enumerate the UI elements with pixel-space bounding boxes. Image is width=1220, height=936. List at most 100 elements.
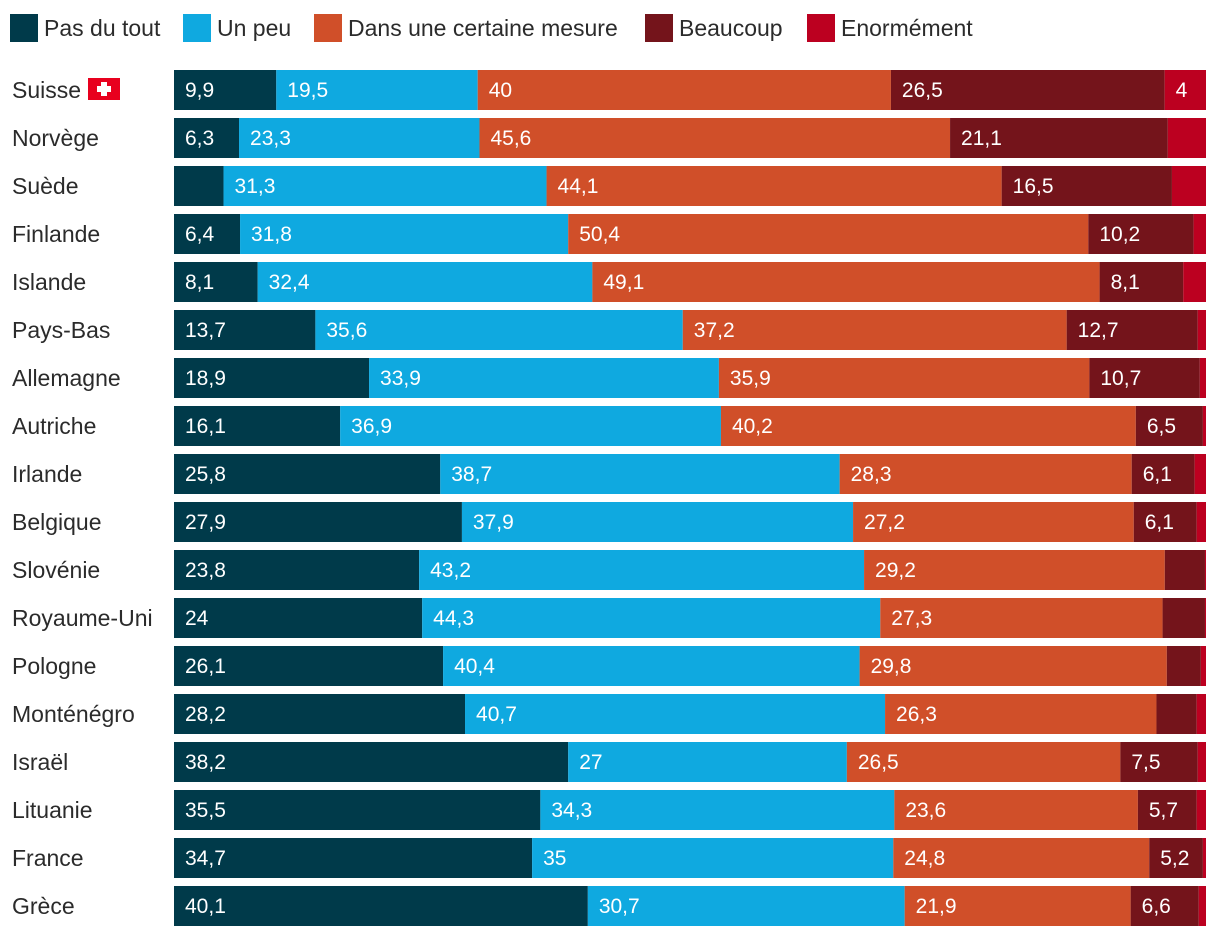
data-label: 8,1 xyxy=(185,271,214,294)
bar-segment-enormement xyxy=(1193,214,1206,254)
bar-segment-pas-du-tout xyxy=(174,502,462,542)
bar-segment-pas-du-tout xyxy=(174,454,441,494)
bar-segment-un-peu xyxy=(369,358,719,398)
bar-segment-dans-une-certaine-mesure xyxy=(904,886,1131,926)
data-label: 31,8 xyxy=(251,223,292,246)
data-label: 26,5 xyxy=(902,79,943,102)
bar-segment-enormement xyxy=(1167,118,1206,158)
data-label: 38,7 xyxy=(451,463,492,486)
bar-segment-beaucoup xyxy=(1099,262,1184,302)
data-label: 44,1 xyxy=(558,175,599,198)
country-label: Islande xyxy=(12,269,86,295)
bar-segment-enormement xyxy=(1171,166,1206,206)
data-label: 49,1 xyxy=(603,271,644,294)
data-label: 27 xyxy=(579,751,602,774)
legend-item-dans-une-certaine-mesure: Dans une certaine mesure xyxy=(314,14,618,42)
bar-segment-beaucoup xyxy=(1131,454,1195,494)
bar-segment-beaucoup xyxy=(1066,310,1198,350)
data-label: 27,2 xyxy=(864,511,905,534)
bar-segment-dans-une-certaine-mesure xyxy=(853,502,1134,542)
legend-item-beaucoup: Beaucoup xyxy=(645,14,783,42)
data-label: 31,3 xyxy=(235,175,276,198)
data-label: 44,3 xyxy=(433,607,474,630)
data-label: 10,7 xyxy=(1100,367,1141,390)
data-label: 10,2 xyxy=(1099,223,1140,246)
bar-segment-beaucoup xyxy=(1166,646,1201,686)
bar-segment-un-peu xyxy=(532,838,894,878)
bar-segment-beaucoup xyxy=(1137,790,1197,830)
legend-label: Beaucoup xyxy=(679,15,783,41)
data-label: 29,2 xyxy=(875,559,916,582)
legend-item-un-peu: Un peu xyxy=(183,14,291,42)
country-label: Lituanie xyxy=(12,797,93,823)
bar-segment-pas-du-tout xyxy=(174,214,241,254)
bar-row-islande: Islande 8,1 32,4 49,1 8,1 xyxy=(12,262,1206,302)
data-label: 6,3 xyxy=(185,127,214,150)
bar-segment-pas-du-tout xyxy=(174,838,533,878)
data-label: 40,7 xyxy=(476,703,517,726)
data-label: 34,3 xyxy=(551,799,592,822)
bar-row-pologne: Pologne 26,1 40,4 29,8 xyxy=(12,646,1206,686)
bar-segment-beaucoup xyxy=(1156,694,1197,734)
bar-row-france: France 34,7 35 24,8 5,2 xyxy=(12,838,1206,878)
data-label: 5,7 xyxy=(1149,799,1178,822)
country-label: Grèce xyxy=(12,893,75,919)
country-label: Norvège xyxy=(12,125,99,151)
data-label: 7,5 xyxy=(1131,751,1160,774)
bar-segment-enormement xyxy=(1196,502,1206,542)
data-label: 36,9 xyxy=(351,415,392,438)
data-label: 21,1 xyxy=(961,127,1002,150)
bar-segment-un-peu xyxy=(540,790,895,830)
legend-item-enormement: Enormément xyxy=(807,14,973,42)
legend-swatch xyxy=(183,14,211,42)
bar-segment-pas-du-tout xyxy=(174,358,370,398)
data-label: 35,5 xyxy=(185,799,226,822)
bar-segment-dans-une-certaine-mesure xyxy=(846,742,1121,782)
bar-segment-enormement xyxy=(1202,838,1206,878)
bar-segment-pas-du-tout xyxy=(174,694,466,734)
bar-segment-enormement xyxy=(1164,70,1206,110)
data-label: 35,9 xyxy=(730,367,771,390)
chart-rows: Suisse 9,9 19,5 40 26,5 4 Norvège 6,3 23,3 45,6 21… xyxy=(12,70,1206,926)
data-label: 6,6 xyxy=(1142,895,1171,918)
data-label: 5,2 xyxy=(1160,847,1189,870)
data-label: 40,4 xyxy=(454,655,495,678)
bar-segment-pas-du-tout xyxy=(174,166,224,206)
data-label: 45,6 xyxy=(490,127,531,150)
bar-row-montenegro: Monténégro 28,2 40,7 26,3 xyxy=(12,694,1206,734)
legend-item-pas-du-tout: Pas du tout xyxy=(10,14,161,42)
legend: Pas du tout Un peu Dans une certaine mesur… xyxy=(10,14,973,42)
bar-segment-pas-du-tout xyxy=(174,598,423,638)
data-label: 40,1 xyxy=(185,895,226,918)
data-label: 25,8 xyxy=(185,463,226,486)
bar-segment-dans-une-certaine-mesure xyxy=(885,694,1157,734)
country-label: Autriche xyxy=(12,413,96,439)
data-label: 23,6 xyxy=(905,799,946,822)
data-label: 32,4 xyxy=(269,271,310,294)
bar-segment-enormement xyxy=(1202,406,1206,446)
bar-segment-enormement xyxy=(1199,358,1206,398)
legend-label: Enormément xyxy=(841,15,973,41)
bar-segment-un-peu xyxy=(419,550,865,590)
bar-row-norvege: Norvège 6,3 23,3 45,6 21,1 xyxy=(12,118,1206,158)
legend-label: Dans une certaine mesure xyxy=(348,15,618,41)
data-label: 9,9 xyxy=(185,79,214,102)
bar-segment-un-peu xyxy=(340,406,721,446)
bar-segment-enormement xyxy=(1197,310,1206,350)
bar-segment-dans-une-certaine-mesure xyxy=(839,454,1132,494)
bar-segment-enormement xyxy=(1200,646,1206,686)
bar-segment-pas-du-tout xyxy=(174,886,588,926)
bar-segment-pas-du-tout xyxy=(174,790,541,830)
legend-swatch xyxy=(807,14,835,42)
data-label: 33,9 xyxy=(380,367,421,390)
bar-segment-un-peu xyxy=(440,454,840,494)
data-label: 37,9 xyxy=(473,511,514,534)
bar-segment-dans-une-certaine-mesure xyxy=(546,166,1002,206)
data-label: 27,3 xyxy=(891,607,932,630)
data-label: 26,5 xyxy=(858,751,899,774)
country-label: Allemagne xyxy=(12,365,121,391)
legend-label: Un peu xyxy=(217,15,291,41)
bar-segment-enormement xyxy=(1194,454,1206,494)
legend-swatch xyxy=(10,14,38,42)
